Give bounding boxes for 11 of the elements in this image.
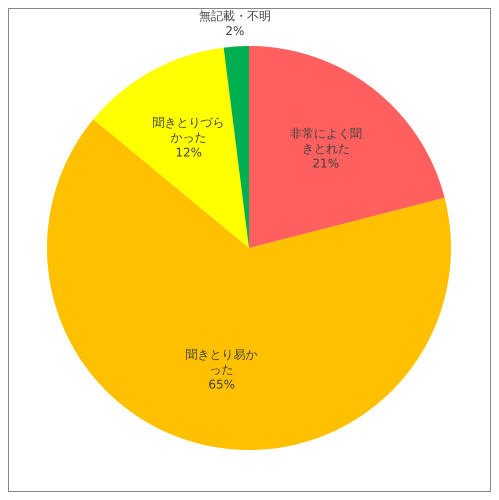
data-label: 2% <box>225 24 244 38</box>
pie-slice <box>93 48 249 248</box>
slice-label: 無記載・不明 <box>198 9 271 24</box>
slice-label: 聞きとり易かった <box>186 348 258 377</box>
data-label: 65% <box>208 378 236 392</box>
slice-label: 聞きとりづらかった <box>152 116 225 145</box>
data-label: 21% <box>312 156 340 170</box>
pie-slice <box>224 46 249 248</box>
slice-label: 非常によく聞きとれた <box>290 126 362 156</box>
data-label: 12% <box>175 146 202 160</box>
pie-slice <box>249 46 445 248</box>
